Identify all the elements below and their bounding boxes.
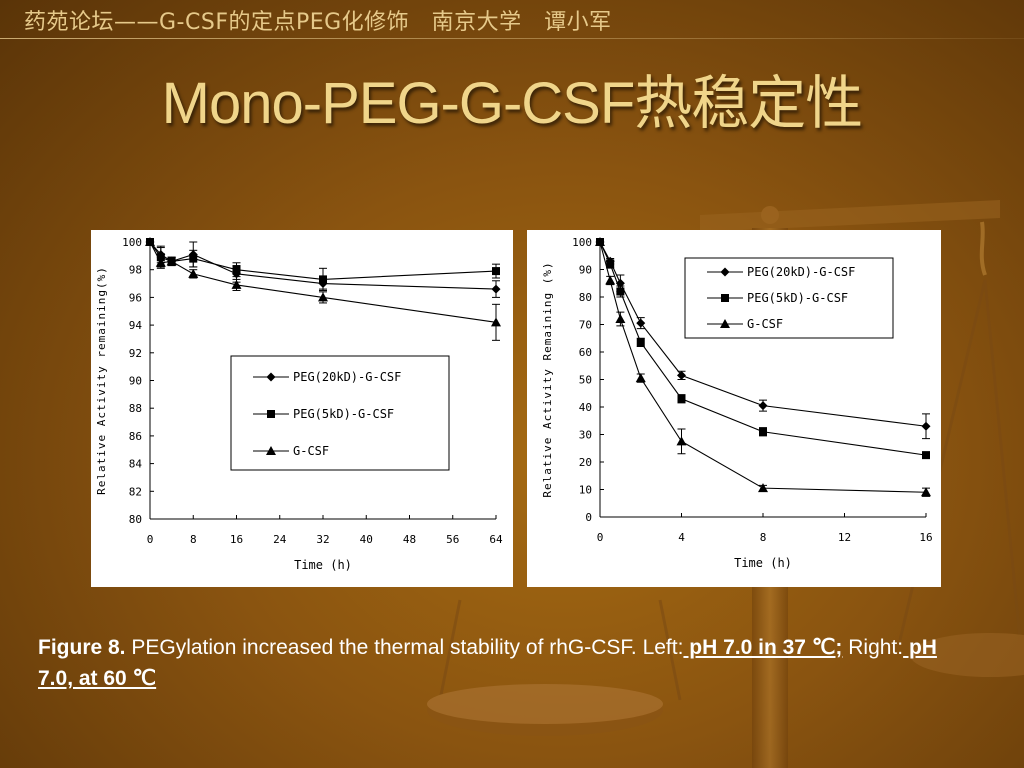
legend: PEG(20kD)-G-CSF PEG(5kD)-G-CSF G-CSF [684, 257, 894, 339]
data-point [166, 256, 177, 266]
y-tick-label: 10 [579, 484, 592, 497]
y-tick-label: 100 [122, 236, 142, 249]
legend-marker [720, 319, 730, 328]
data-point [491, 284, 501, 294]
legend: PEG(20kD)-G-CSF PEG(5kD)-G-CSF G-CSF [230, 355, 450, 471]
data-point [635, 373, 646, 383]
y-tick-label: 100 [572, 236, 592, 249]
legend-label: PEG(5kD)-G-CSF [293, 407, 394, 421]
right-condition: pH 7.0, at 60 ℃ [38, 636, 937, 690]
data-point [758, 401, 768, 411]
y-tick-label: 82 [129, 485, 142, 498]
y-axis-label: Relative Activity remaining(%) [95, 266, 108, 495]
data-point [921, 487, 931, 497]
x-tick-label: 32 [316, 533, 329, 546]
data-point [188, 268, 199, 278]
x-tick-label: 40 [360, 533, 373, 546]
legend-marker [267, 410, 275, 418]
y-tick-label: 90 [129, 375, 142, 388]
data-point [605, 275, 616, 285]
data-point [145, 237, 155, 246]
y-axis-label: Relative Activity Remaining (%) [541, 261, 554, 497]
x-tick-label: 56 [446, 533, 459, 546]
data-point [677, 370, 686, 380]
left-condition: pH 7.0 in 37 ℃; [683, 636, 843, 659]
y-tick-label: 92 [129, 347, 142, 360]
y-tick-label: 50 [579, 374, 592, 387]
x-tick-label: 48 [403, 533, 416, 546]
figure-label: Figure 8. [38, 636, 126, 659]
legend-marker [721, 294, 729, 302]
y-tick-label: 88 [129, 402, 142, 415]
x-tick-label: 0 [147, 533, 154, 546]
y-tick-label: 70 [579, 319, 592, 332]
legend-label: G-CSF [293, 444, 329, 458]
y-tick-label: 30 [579, 429, 592, 442]
data-point [616, 287, 625, 296]
data-point [676, 436, 687, 446]
y-tick-label: 80 [579, 291, 592, 304]
data-point [155, 257, 166, 267]
x-tick-label: 8 [760, 531, 767, 544]
data-point [636, 318, 646, 328]
legend-marker [266, 446, 276, 455]
y-tick-label: 20 [579, 456, 592, 469]
series-triangle [595, 237, 931, 497]
legend-label: PEG(20kD)-G-CSF [293, 370, 401, 384]
data-point [636, 338, 645, 347]
data-point [492, 267, 500, 276]
data-point [595, 237, 605, 246]
y-tick-label: 60 [579, 346, 592, 359]
x-tick-label: 12 [838, 531, 851, 544]
y-tick-label: 80 [129, 513, 142, 526]
data-point [232, 265, 241, 274]
legend-label: G-CSF [747, 317, 783, 331]
right-chart-panel: 0 10 20 30 40 50 60 70 80 90 100 0 4 8 12 16 Time (h) Rel… [527, 230, 941, 587]
y-tick-label: 90 [579, 264, 592, 277]
data-point [921, 421, 931, 431]
legend-marker [266, 372, 276, 382]
data-point [319, 275, 327, 284]
left-chart: 80 82 84 86 88 90 92 94 96 98 100 0 8 16 24 32 40 48 56 64 T… [95, 236, 503, 572]
y-tick-label: 0 [585, 511, 592, 524]
data-point [615, 314, 626, 323]
x-tick-label: 16 [230, 533, 243, 546]
data-point [759, 427, 767, 436]
right-chart: 0 10 20 30 40 50 60 70 80 90 100 0 4 8 12 16 Time (h) Rel… [541, 236, 933, 570]
x-tick-label: 16 [919, 531, 932, 544]
slide-header: 药苑论坛——G-CSF的定点PEG化修饰 南京大学 谭小军 [24, 10, 612, 35]
figure-caption: Figure 8. PEGylation increased the therm… [38, 632, 968, 694]
caption-text: PEGylation increased the thermal stabili… [125, 636, 684, 659]
data-point [318, 292, 328, 302]
y-tick-label: 84 [129, 458, 143, 471]
data-point [491, 317, 501, 327]
y-tick-label: 96 [129, 291, 142, 304]
series-triangle [145, 237, 501, 341]
series-square [146, 238, 500, 291]
data-point [231, 279, 242, 289]
legend-marker [720, 267, 730, 277]
x-tick-label: 4 [678, 531, 685, 544]
data-point [606, 260, 615, 268]
header-divider [0, 38, 1024, 39]
x-tick-label: 24 [273, 533, 287, 546]
y-tick-label: 40 [579, 401, 592, 414]
right-prefix: Right: [842, 636, 904, 659]
y-tick-label: 94 [129, 319, 143, 332]
slide-title: Mono-PEG-G-CSF热稳定性 [161, 71, 864, 136]
data-point [189, 254, 198, 263]
x-tick-label: 8 [190, 533, 197, 546]
y-tick-label: 98 [129, 264, 142, 277]
data-point [758, 483, 768, 493]
y-tick-label: 86 [129, 430, 142, 443]
x-tick-label: 0 [597, 531, 604, 544]
data-point [922, 451, 930, 460]
legend-label: PEG(5kD)-G-CSF [747, 291, 848, 305]
x-axis-label: Time (h) [294, 558, 352, 572]
x-tick-label: 64 [489, 533, 503, 546]
data-point [677, 394, 686, 403]
x-axis-label: Time (h) [734, 556, 792, 570]
left-chart-panel: 80 82 84 86 88 90 92 94 96 98 100 0 8 16 24 32 40 48 56 64 T… [91, 230, 513, 587]
legend-label: PEG(20kD)-G-CSF [747, 265, 855, 279]
